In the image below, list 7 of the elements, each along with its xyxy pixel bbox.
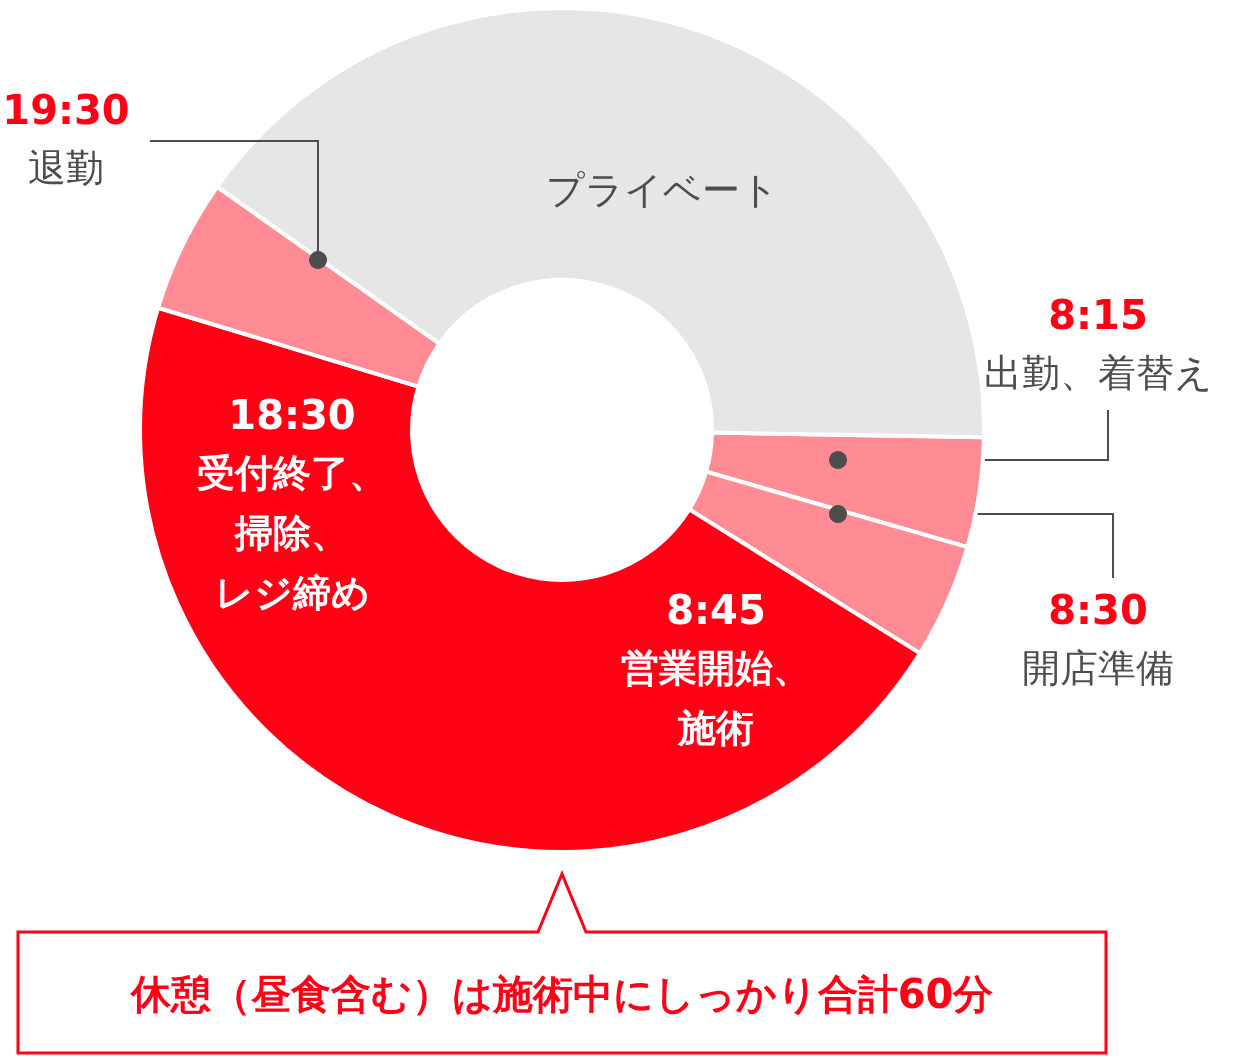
text: 19:30 退勤 xyxy=(2,87,130,190)
slice-label: 8:45 営業開始、施術 xyxy=(621,587,811,750)
slice-label: 8:30 開店準備 xyxy=(1022,587,1174,690)
slice-label: 8:15 出勤、着替え xyxy=(983,292,1213,395)
slice-label: プライベート xyxy=(545,168,779,212)
text: 休憩（昼食含む）は施術中にしっかり合計60分 xyxy=(128,971,994,1017)
text: 18:30 受付終了、掃除、レジ締め xyxy=(197,392,387,615)
